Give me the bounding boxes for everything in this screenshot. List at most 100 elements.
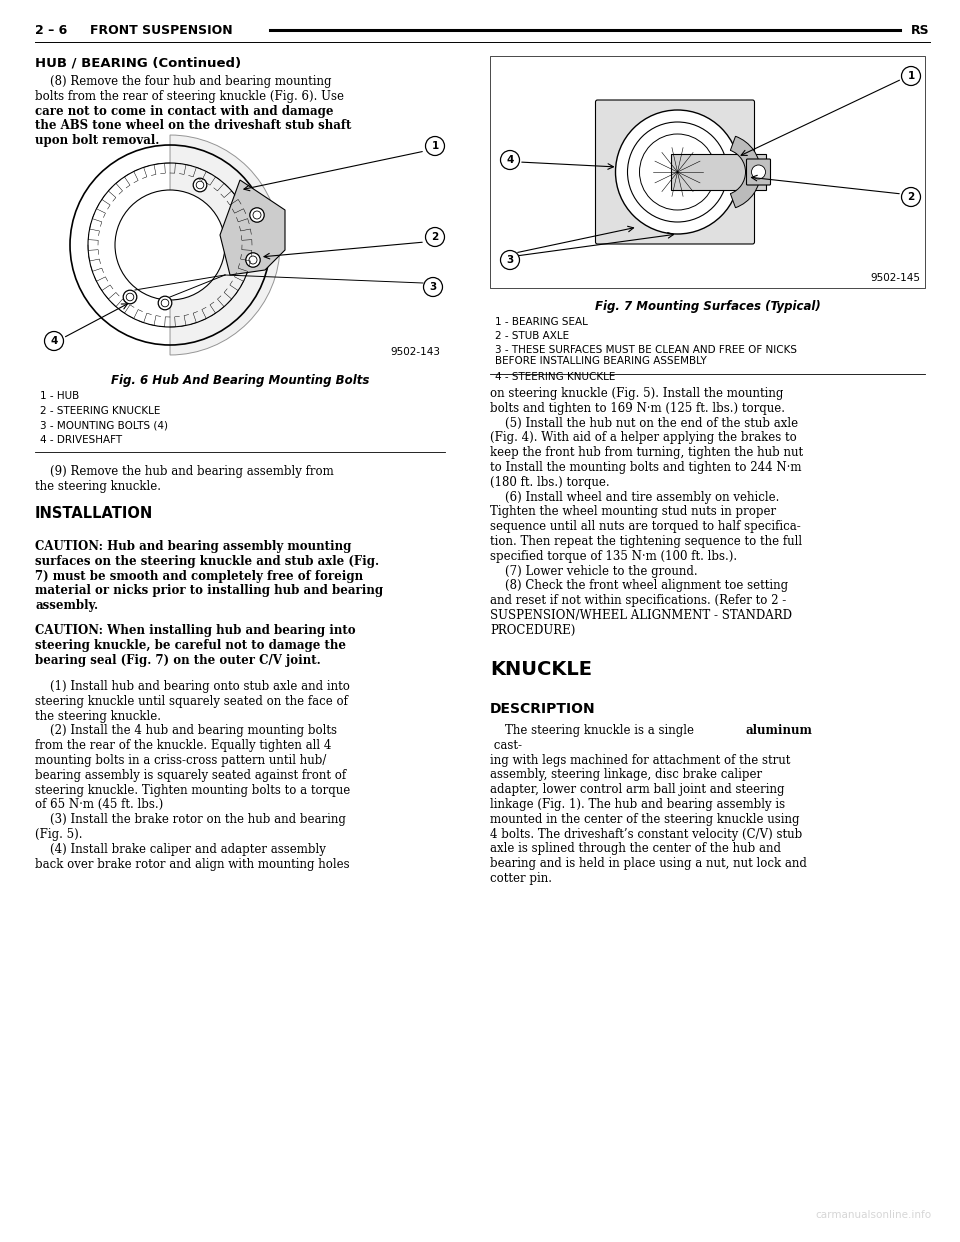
Text: cotter pin.: cotter pin. bbox=[490, 872, 552, 886]
Text: The steering knuckle is a single: The steering knuckle is a single bbox=[490, 724, 698, 737]
Text: bolts and tighten to 169 N·m (125 ft. lbs.) torque.: bolts and tighten to 169 N·m (125 ft. lb… bbox=[490, 402, 785, 415]
Circle shape bbox=[901, 67, 921, 86]
Text: 3 - THESE SURFACES MUST BE CLEAN AND FREE OF NICKS
BEFORE INSTALLING BEARING ASS: 3 - THESE SURFACES MUST BE CLEAN AND FRE… bbox=[495, 344, 797, 366]
Circle shape bbox=[123, 291, 136, 304]
Text: 1 - BEARING SEAL: 1 - BEARING SEAL bbox=[495, 317, 588, 327]
Text: axle is splined through the center of the hub and: axle is splined through the center of th… bbox=[490, 842, 781, 856]
Text: assembly, steering linkage, disc brake caliper: assembly, steering linkage, disc brake c… bbox=[490, 769, 762, 781]
Circle shape bbox=[250, 207, 264, 222]
Text: (6) Install wheel and tire assembly on vehicle.: (6) Install wheel and tire assembly on v… bbox=[490, 491, 780, 503]
Text: 1: 1 bbox=[907, 71, 915, 81]
Circle shape bbox=[500, 150, 519, 169]
Text: linkage (Fig. 1). The hub and bearing assembly is: linkage (Fig. 1). The hub and bearing as… bbox=[490, 799, 785, 811]
Text: 3: 3 bbox=[506, 255, 514, 265]
Text: bolts from the rear of steering knuckle (Fig. 6). Use: bolts from the rear of steering knuckle … bbox=[35, 89, 344, 103]
Text: DESCRIPTION: DESCRIPTION bbox=[490, 702, 595, 715]
Text: INSTALLATION: INSTALLATION bbox=[35, 505, 154, 520]
Text: 4: 4 bbox=[50, 337, 58, 347]
Text: on steering knuckle (Fig. 5). Install the mounting: on steering knuckle (Fig. 5). Install th… bbox=[490, 388, 783, 400]
Text: back over brake rotor and align with mounting holes: back over brake rotor and align with mou… bbox=[35, 857, 349, 871]
Text: (Fig. 4). With aid of a helper applying the brakes to: (Fig. 4). With aid of a helper applying … bbox=[490, 431, 797, 445]
Text: surfaces on the steering knuckle and stub axle (Fig.: surfaces on the steering knuckle and stu… bbox=[35, 555, 379, 568]
Text: mounted in the center of the steering knuckle using: mounted in the center of the steering kn… bbox=[490, 812, 800, 826]
FancyBboxPatch shape bbox=[595, 101, 755, 243]
Wedge shape bbox=[731, 137, 760, 207]
Text: cast-: cast- bbox=[490, 739, 522, 751]
Text: (2) Install the 4 hub and bearing mounting bolts: (2) Install the 4 hub and bearing mounti… bbox=[35, 724, 337, 738]
Text: 3: 3 bbox=[429, 282, 437, 292]
Text: 1: 1 bbox=[431, 142, 439, 152]
Text: 2 – 6: 2 – 6 bbox=[35, 24, 67, 36]
Text: (7) Lower vehicle to the ground.: (7) Lower vehicle to the ground. bbox=[490, 565, 698, 578]
Text: Fig. 7 Mounting Surfaces (Typical): Fig. 7 Mounting Surfaces (Typical) bbox=[594, 301, 821, 313]
Text: adapter, lower control arm ball joint and steering: adapter, lower control arm ball joint an… bbox=[490, 784, 784, 796]
Circle shape bbox=[423, 277, 443, 297]
Text: the steering knuckle.: the steering knuckle. bbox=[35, 479, 161, 493]
Text: HUB / BEARING (Continued): HUB / BEARING (Continued) bbox=[35, 56, 241, 70]
Text: FRONT SUSPENSION: FRONT SUSPENSION bbox=[90, 24, 232, 36]
FancyBboxPatch shape bbox=[747, 159, 771, 185]
Text: (5) Install the hub nut on the end of the stub axle: (5) Install the hub nut on the end of th… bbox=[490, 416, 798, 430]
Text: 2: 2 bbox=[907, 193, 915, 202]
Text: bearing seal (Fig. 7) on the outer C/V joint.: bearing seal (Fig. 7) on the outer C/V j… bbox=[35, 653, 321, 667]
Text: mounting bolts in a criss-cross pattern until hub/: mounting bolts in a criss-cross pattern … bbox=[35, 754, 326, 768]
Text: 4 - STEERING KNUCKLE: 4 - STEERING KNUCKLE bbox=[495, 373, 615, 383]
Circle shape bbox=[425, 227, 444, 246]
Text: the steering knuckle.: the steering knuckle. bbox=[35, 709, 161, 723]
Text: CAUTION: Hub and bearing assembly mounting: CAUTION: Hub and bearing assembly mounti… bbox=[35, 540, 351, 553]
Text: steering knuckle, be careful not to damage the: steering knuckle, be careful not to dama… bbox=[35, 638, 346, 652]
Text: 4: 4 bbox=[506, 155, 514, 165]
Circle shape bbox=[158, 296, 172, 309]
Circle shape bbox=[639, 134, 715, 210]
Text: Tighten the wheel mounting stud nuts in proper: Tighten the wheel mounting stud nuts in … bbox=[490, 505, 776, 518]
Text: steering knuckle. Tighten mounting bolts to a torque: steering knuckle. Tighten mounting bolts… bbox=[35, 784, 350, 796]
Circle shape bbox=[246, 253, 260, 267]
Text: 9502-145: 9502-145 bbox=[870, 273, 920, 283]
Circle shape bbox=[628, 122, 728, 222]
Text: (8) Remove the four hub and bearing mounting: (8) Remove the four hub and bearing moun… bbox=[35, 75, 331, 88]
Circle shape bbox=[196, 181, 204, 189]
Text: care not to come in contact with and damage: care not to come in contact with and dam… bbox=[35, 104, 333, 118]
Text: the ABS tone wheel on the driveshaft stub shaft: the ABS tone wheel on the driveshaft stu… bbox=[35, 119, 351, 133]
Text: (1) Install hub and bearing onto stub axle and into: (1) Install hub and bearing onto stub ax… bbox=[35, 681, 349, 693]
Text: and reset if not within specifications. (Refer to 2 -: and reset if not within specifications. … bbox=[490, 594, 786, 607]
Circle shape bbox=[615, 111, 739, 233]
Text: specified torque of 135 N·m (100 ft. lbs.).: specified torque of 135 N·m (100 ft. lbs… bbox=[490, 550, 737, 563]
Text: (180 ft. lbs.) torque.: (180 ft. lbs.) torque. bbox=[490, 476, 610, 489]
Text: 1 - HUB: 1 - HUB bbox=[40, 391, 80, 401]
Text: bearing and is held in place using a nut, nut lock and: bearing and is held in place using a nut… bbox=[490, 857, 806, 871]
Text: carmanualsonline.info: carmanualsonline.info bbox=[816, 1210, 932, 1220]
Circle shape bbox=[752, 165, 765, 179]
Text: sequence until all nuts are torqued to half specifica-: sequence until all nuts are torqued to h… bbox=[490, 520, 801, 533]
Circle shape bbox=[425, 137, 444, 155]
Text: aluminum: aluminum bbox=[745, 724, 812, 737]
Text: 3 - MOUNTING BOLTS (4): 3 - MOUNTING BOLTS (4) bbox=[40, 421, 168, 431]
Text: steering knuckle until squarely seated on the face of: steering knuckle until squarely seated o… bbox=[35, 694, 348, 708]
Text: assembly.: assembly. bbox=[35, 599, 98, 612]
Text: (Fig. 5).: (Fig. 5). bbox=[35, 828, 83, 841]
Text: tion. Then repeat the tightening sequence to the full: tion. Then repeat the tightening sequenc… bbox=[490, 535, 803, 548]
Text: of 65 N·m (45 ft. lbs.): of 65 N·m (45 ft. lbs.) bbox=[35, 799, 163, 811]
Text: (4) Install brake caliper and adapter assembly: (4) Install brake caliper and adapter as… bbox=[35, 843, 325, 856]
Text: bearing assembly is squarely seated against front of: bearing assembly is squarely seated agai… bbox=[35, 769, 347, 781]
Text: RS: RS bbox=[911, 24, 930, 36]
Text: Fig. 6 Hub And Bearing Mounting Bolts: Fig. 6 Hub And Bearing Mounting Bolts bbox=[110, 374, 370, 388]
Wedge shape bbox=[170, 135, 280, 355]
Circle shape bbox=[193, 178, 206, 191]
Circle shape bbox=[44, 332, 63, 350]
Text: 2: 2 bbox=[431, 232, 439, 242]
Text: 2 - STEERING KNUCKLE: 2 - STEERING KNUCKLE bbox=[40, 406, 160, 416]
Circle shape bbox=[901, 188, 921, 206]
Circle shape bbox=[115, 190, 225, 301]
Text: upon bolt removal.: upon bolt removal. bbox=[35, 134, 159, 148]
Circle shape bbox=[249, 256, 257, 265]
Circle shape bbox=[161, 299, 169, 307]
Text: 7) must be smooth and completely free of foreign: 7) must be smooth and completely free of… bbox=[35, 570, 363, 582]
Text: (3) Install the brake rotor on the hub and bearing: (3) Install the brake rotor on the hub a… bbox=[35, 814, 346, 826]
Text: 9502-143: 9502-143 bbox=[390, 347, 440, 356]
Text: KNUCKLE: KNUCKLE bbox=[490, 660, 592, 679]
Text: to Install the mounting bolts and tighten to 244 N·m: to Install the mounting bolts and tighte… bbox=[490, 461, 802, 474]
Text: 4 bolts. The driveshaft’s constant velocity (C/V) stub: 4 bolts. The driveshaft’s constant veloc… bbox=[490, 827, 803, 841]
Text: ing with legs machined for attachment of the strut: ing with legs machined for attachment of… bbox=[490, 754, 790, 766]
Text: PROCEDURE): PROCEDURE) bbox=[490, 623, 575, 637]
